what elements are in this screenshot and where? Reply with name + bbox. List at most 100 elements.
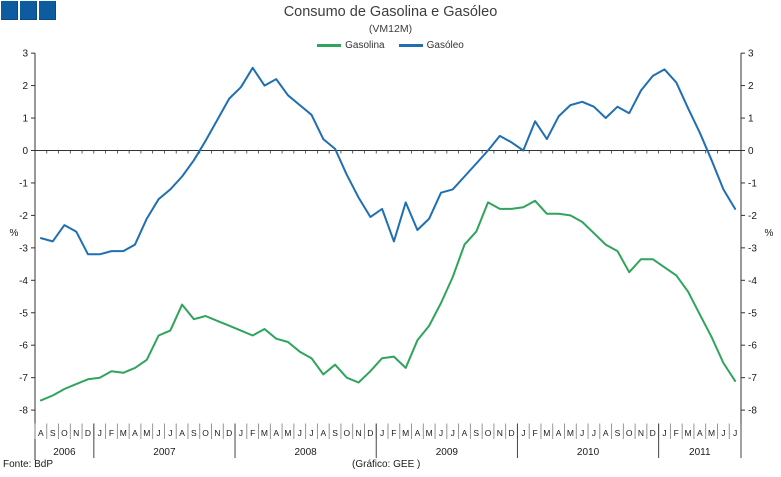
month-label: M [685, 428, 692, 438]
logo-square-icon [39, 1, 56, 20]
month-label: J [721, 428, 725, 438]
y-tick-label-left: -2 [19, 211, 28, 222]
y-tick-label-right: 2 [748, 81, 754, 92]
month-label: M [284, 428, 291, 438]
month-label: A [556, 428, 562, 438]
y-tick-label-right: 0 [748, 146, 754, 157]
month-label: J [98, 428, 102, 438]
y-tick-label-right: 3 [748, 49, 754, 60]
month-label: J [439, 428, 443, 438]
month-label: S [332, 428, 338, 438]
year-label: 2011 [689, 447, 711, 458]
y-tick-label-left: -3 [19, 243, 28, 254]
chart-subtitle: (VM12M) [368, 22, 413, 35]
month-label: O [344, 428, 351, 438]
y-tick-label-left: -1 [19, 178, 28, 189]
month-label: J [521, 428, 525, 438]
chart-header: Consumo de Gasolina e Gasóleo (VM12M) [0, 4, 781, 35]
month-label: O [61, 428, 68, 438]
month-label: D [226, 428, 232, 438]
legend-label-gasolina: Gasolina [345, 40, 385, 51]
month-label: M [426, 428, 433, 438]
month-label: J [592, 428, 596, 438]
y-tick-label-right: -4 [748, 276, 757, 287]
month-label: J [580, 428, 584, 438]
month-label: F [674, 428, 679, 438]
month-label: S [473, 428, 479, 438]
y-tick-label-right: -7 [748, 373, 757, 384]
month-label: J [298, 428, 302, 438]
month-label: A [132, 428, 138, 438]
y-tick-label-left: 0 [22, 146, 28, 157]
month-label: A [697, 428, 703, 438]
y-tick-label-right: -5 [748, 308, 757, 319]
credit-note: (Gráfico: GEE ) [352, 459, 421, 470]
year-label: 2009 [436, 447, 459, 458]
month-label: M [120, 428, 127, 438]
y-tick-label-right: -3 [748, 243, 757, 254]
month-label: J [733, 428, 737, 438]
legend-item-gasolina: Gasolina [317, 40, 385, 51]
y-tick-label-left: -4 [19, 276, 28, 287]
y-tick-label-left: -6 [19, 341, 28, 352]
month-label: J [309, 428, 313, 438]
logo-squares [1, 1, 56, 20]
series-line-gasoleo [39, 66, 737, 256]
month-label: J [662, 428, 666, 438]
y-tick-label-left: -5 [19, 308, 28, 319]
month-label: M [143, 428, 150, 438]
month-label: M [402, 428, 409, 438]
month-label: A [38, 428, 44, 438]
month-label: S [191, 428, 197, 438]
month-label: D [85, 428, 91, 438]
gasolina-line-swatch-icon [317, 44, 342, 47]
y-tick-label-right: -2 [748, 211, 757, 222]
month-label: S [50, 428, 56, 438]
y-tick-label-right: -6 [748, 341, 757, 352]
y-tick-label-left: 3 [22, 49, 28, 60]
year-label: 2010 [577, 447, 600, 458]
y-unit-label-right: % [765, 228, 774, 239]
month-label: J [451, 428, 455, 438]
logo-square-icon [20, 1, 37, 20]
month-label: N [638, 428, 644, 438]
y-tick-label-left: 1 [22, 114, 28, 125]
month-label: M [261, 428, 268, 438]
month-label: N [497, 428, 503, 438]
month-label: A [603, 428, 609, 438]
y-tick-label-left: -8 [19, 406, 28, 417]
month-label: M [708, 428, 715, 438]
y-tick-label-left: 2 [22, 81, 28, 92]
month-label: N [73, 428, 79, 438]
logo-square-icon [1, 1, 18, 20]
year-label: 2007 [153, 447, 176, 458]
y-tick-label-right: -1 [748, 178, 757, 189]
year-label: 2006 [53, 447, 76, 458]
month-label: O [626, 428, 633, 438]
month-label: D [508, 428, 514, 438]
chart-legend: Gasolina Gasóleo [0, 40, 781, 51]
y-unit-label-left: % [10, 228, 19, 239]
month-label: O [485, 428, 492, 438]
gasoleo-line-swatch-icon [398, 44, 423, 47]
month-label: M [567, 428, 574, 438]
month-label: N [214, 428, 220, 438]
month-label: N [356, 428, 362, 438]
month-label: F [109, 428, 114, 438]
series-line-gasolina [39, 199, 737, 402]
month-label: M [543, 428, 550, 438]
year-label: 2008 [295, 447, 318, 458]
month-label: J [156, 428, 160, 438]
month-label: A [320, 428, 326, 438]
legend-label-gasoleo: Gasóleo [426, 40, 464, 51]
month-label: D [367, 428, 373, 438]
y-tick-label-left: -7 [19, 373, 28, 384]
month-label: A [415, 428, 421, 438]
y-tick-label-right: 1 [748, 114, 754, 125]
month-label: F [250, 428, 255, 438]
y-tick-label-right: -8 [748, 406, 757, 417]
chart-title: Consumo de Gasolina e Gasóleo [283, 4, 498, 20]
month-label: S [615, 428, 621, 438]
month-label: J [168, 428, 172, 438]
